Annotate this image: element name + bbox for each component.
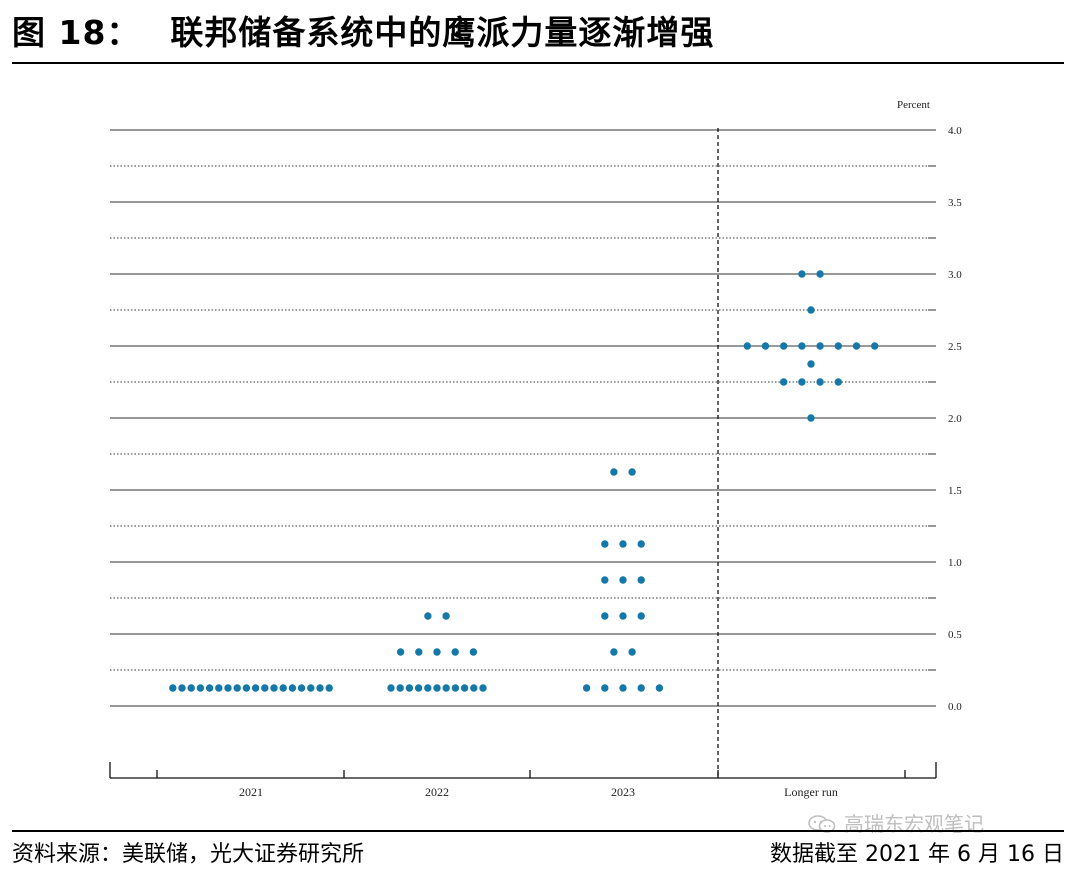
dot-2022 [479,684,487,692]
y-tick-label: 0.0 [948,701,962,713]
dot-2022 [470,684,478,692]
dot-2023 [628,468,636,476]
dot-longer-run [834,378,842,386]
figure-title-text: 联邦储备系统中的鹰派力量逐渐增强 [170,13,715,52]
dot-2023 [619,576,627,584]
dot-2021 [169,684,177,692]
dot-2022 [433,684,441,692]
dot-2021 [251,684,260,692]
x-tick-label: Longer run [784,785,838,799]
source-note: 资料来源：美联储，光大证券研究所 [12,842,365,867]
dot-2021 [242,684,251,692]
dot-2022 [415,648,423,656]
dot-2023 [619,540,627,548]
dot-2021 [233,684,241,692]
dot-2021 [316,684,324,692]
dot-longer-run [761,342,770,350]
y-tick-label: 0.5 [948,629,962,641]
dot-2023 [582,684,591,692]
dot-2021 [196,684,205,692]
y-tick-label: 3.5 [948,197,962,209]
dot-2021 [325,684,333,692]
dot-2021 [215,684,223,692]
dot-2021 [307,684,315,692]
x-tick-label: 2021 [239,785,263,799]
dot-2021 [288,684,297,692]
dot-2022 [396,648,405,656]
dot-2023 [610,468,618,476]
dot-2022 [451,648,459,656]
dot-longer-run [807,306,815,314]
dot-2023 [619,612,627,620]
dot-2023 [655,684,664,692]
dot-2023 [628,648,636,656]
dot-2022 [433,648,441,656]
dot-2023 [610,648,618,656]
dot-2023 [637,684,645,692]
x-tick-label: 2023 [611,785,635,799]
dot-longer-run [798,378,806,386]
y-tick-label: 1.5 [948,485,962,497]
dot-2022 [451,684,460,692]
y-tick-label: 4.0 [948,125,962,137]
dot-2022 [387,684,395,692]
dot-longer-run [807,414,815,422]
dot-2022 [424,684,432,692]
figure-label: 图 18： [12,13,141,52]
dot-longer-run [798,342,806,350]
y-tick-label: 2.5 [948,341,962,353]
dot-longer-run [816,270,824,278]
dot-longer-run [816,378,824,386]
dot-2022 [442,612,450,620]
dot-2021 [224,684,232,692]
dot-2023 [601,540,609,548]
figure-title: 图 18： 联邦储备系统中的鹰派力量逐渐增强 [12,6,714,54]
dot-longer-run [807,360,815,368]
dot-2022 [405,684,414,692]
dot-longer-run [852,342,861,350]
dot-2023 [637,540,645,548]
dot-2021 [187,684,195,692]
bottom-rule [12,830,1064,832]
top-rule [12,62,1064,64]
dot-2023 [637,576,645,584]
dot-2021 [205,684,214,692]
dot-2022 [424,612,432,620]
dot-longer-run [834,342,842,350]
watermark: 高瑞东宏观笔记 [808,808,984,837]
dot-2022 [442,684,450,692]
y-tick-label: 2.0 [948,413,962,425]
x-tick-label: 2022 [425,785,449,799]
dot-longer-run [780,342,788,350]
dot-longer-run [780,378,788,386]
dot-2021 [297,684,306,692]
dot-2021 [270,684,278,692]
dot-2022 [460,684,469,692]
dot-longer-run [871,342,879,350]
as-of-date: 数据截至 2021 年 6 月 16 日 [770,842,1064,867]
y-tick-label: 1.0 [948,557,962,569]
dot-2021 [279,684,287,692]
dot-2022 [469,648,478,656]
dot-2021 [178,684,186,692]
dot-longer-run [816,342,824,350]
dot-2023 [637,612,645,620]
dot-2022 [396,684,404,692]
dot-longer-run [798,270,806,278]
dot-2023 [619,684,627,692]
watermark-text: 高瑞东宏观笔记 [844,812,984,836]
dot-2021 [261,684,269,692]
dot-2022 [414,684,423,692]
dot-longer-run [743,342,751,350]
y-axis-label: Percent [897,99,930,111]
dot-2023 [601,576,609,584]
dot-2023 [601,612,609,620]
dot-2023 [601,684,609,692]
y-tick-label: 3.0 [948,269,962,281]
